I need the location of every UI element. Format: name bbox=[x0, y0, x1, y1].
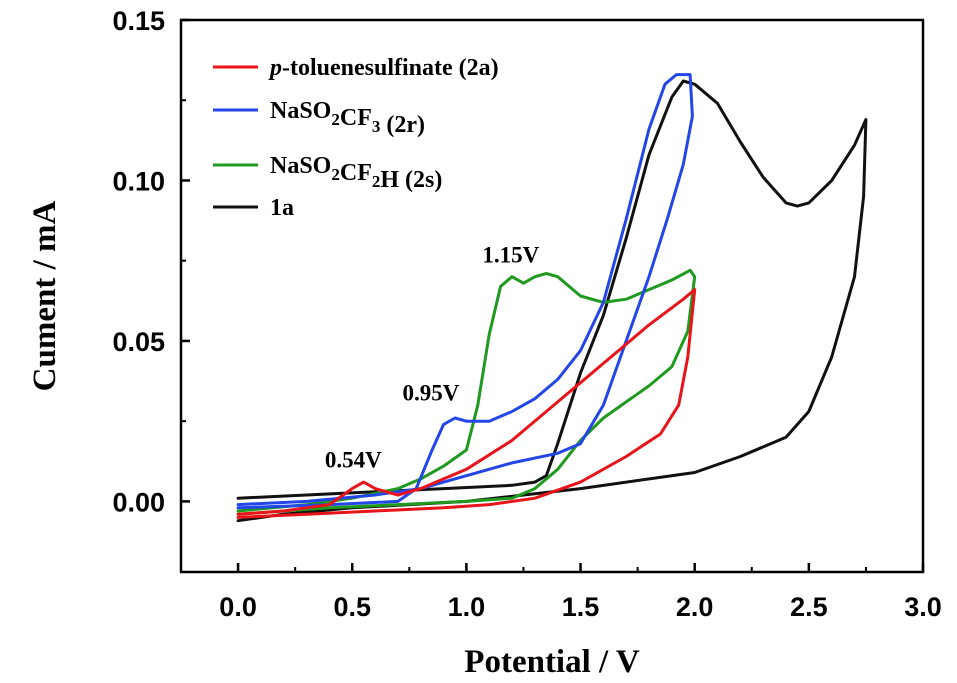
axis-ticks bbox=[181, 18, 925, 572]
y-tick-labels: 0.00 0.05 0.10 0.15 bbox=[112, 6, 165, 517]
y-tick-label: 0.15 bbox=[112, 6, 165, 36]
x-tick-label: 3.0 bbox=[904, 592, 942, 622]
x-tick-label: 0.5 bbox=[333, 592, 371, 622]
legend-label: p-toluenesulfinate (2a) bbox=[268, 55, 499, 81]
x-tick-labels: 0.0 0.5 1.0 1.5 2.0 2.5 3.0 bbox=[219, 592, 941, 622]
legend-label: 1a bbox=[270, 195, 294, 221]
series-line-0 bbox=[236, 288, 697, 519]
peak-annotations: 1.15V 0.95V 0.54V bbox=[325, 242, 540, 472]
x-tick-label: 0.0 bbox=[219, 592, 257, 622]
y-axis-title: Cument / mA bbox=[27, 201, 63, 392]
x-tick-label: 1.0 bbox=[448, 592, 486, 622]
legend-label: NaSO2CF3 (2r) bbox=[270, 98, 425, 138]
x-tick-label: 1.5 bbox=[562, 592, 600, 622]
x-axis-title: Potential / V bbox=[464, 644, 640, 680]
plot-frame bbox=[179, 18, 925, 574]
x-tick-label: 2.0 bbox=[676, 592, 714, 622]
series-line-1 bbox=[236, 73, 694, 510]
series-line-2 bbox=[236, 268, 697, 516]
legend: p-toluenesulfinate (2a) NaSO2CF3 (2r) NaSO… bbox=[213, 55, 499, 221]
y-tick-label: 0.10 bbox=[112, 166, 165, 196]
peak-label: 0.54V bbox=[325, 448, 382, 473]
peak-label: 0.95V bbox=[402, 380, 459, 405]
peak-label: 1.15V bbox=[482, 242, 539, 267]
series-group bbox=[236, 73, 868, 523]
series-line-3 bbox=[236, 79, 868, 523]
x-tick-label: 2.5 bbox=[790, 592, 828, 622]
legend-label: NaSO2CF2H (2s) bbox=[270, 153, 442, 193]
y-tick-label: 0.00 bbox=[112, 487, 165, 517]
y-tick-label: 0.05 bbox=[112, 327, 165, 357]
